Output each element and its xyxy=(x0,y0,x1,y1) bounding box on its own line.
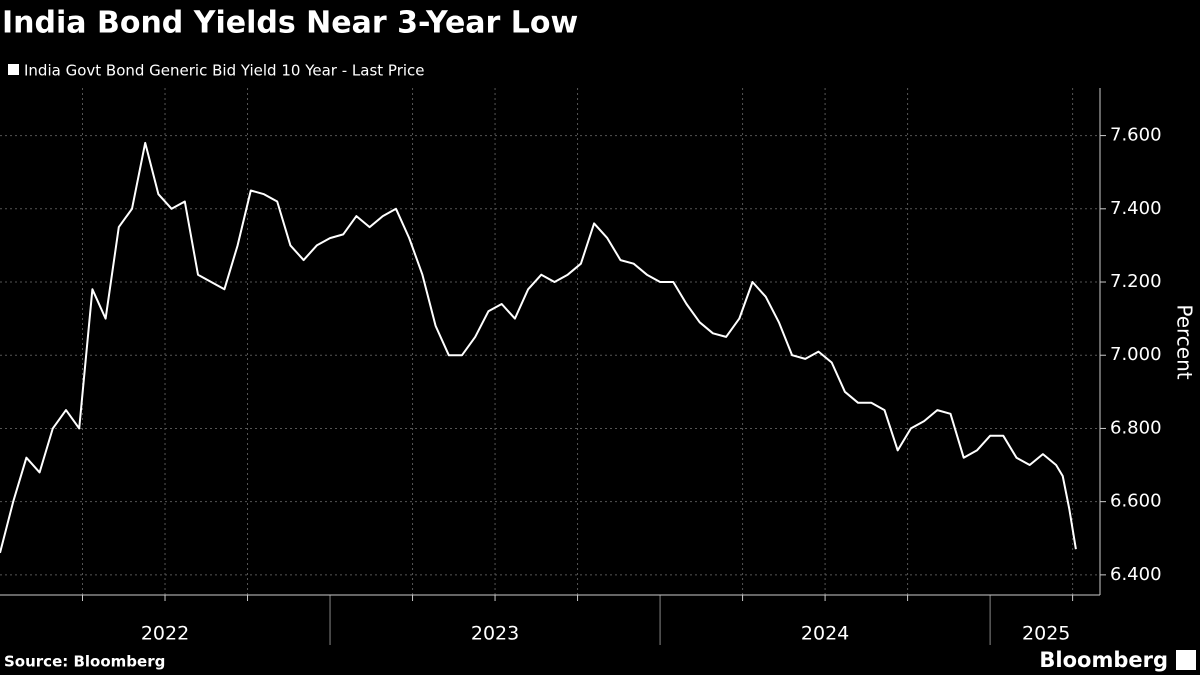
x-tick-label: 2025 xyxy=(1022,623,1070,645)
y-tick-label: 7.000 xyxy=(1110,344,1162,365)
legend-label: India Govt Bond Generic Bid Yield 10 Yea… xyxy=(24,62,425,80)
brand-icon xyxy=(1176,650,1196,670)
x-tick-label: 2023 xyxy=(471,623,519,645)
y-tick-label: 6.800 xyxy=(1110,417,1162,438)
y-axis-label: Percent xyxy=(1173,304,1197,379)
y-tick-label: 6.400 xyxy=(1110,564,1162,585)
line xyxy=(0,141,1077,554)
legend-swatch xyxy=(8,64,19,75)
y-tick-label: 7.400 xyxy=(1110,198,1162,219)
y-tick-label: 7.200 xyxy=(1110,271,1162,292)
y-tick-label: 7.600 xyxy=(1110,125,1162,146)
source: Source: Bloomberg xyxy=(4,653,165,671)
y-tick-label: 6.600 xyxy=(1110,491,1162,512)
brand: Bloomberg xyxy=(1039,648,1168,672)
x-tick-label: 2022 xyxy=(141,623,189,645)
x-tick-label: 2024 xyxy=(801,623,849,645)
chart-title: India Bond Yields Near 3-Year Low xyxy=(2,6,578,41)
